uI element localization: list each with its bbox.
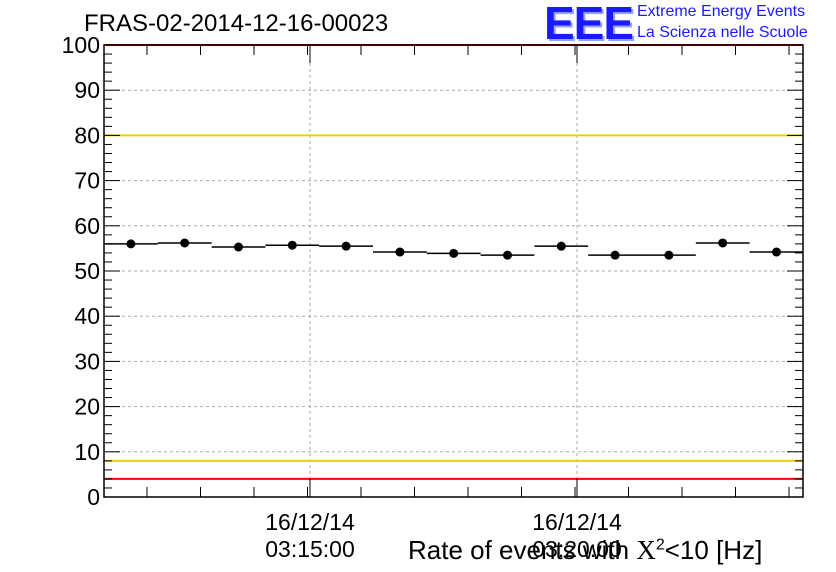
- logo-line-1: Extreme Energy Events: [637, 3, 806, 20]
- y-tick-label: 80: [74, 122, 100, 148]
- data-point: [772, 247, 781, 257]
- y-tick-label: 60: [74, 213, 100, 239]
- data-point: [556, 241, 566, 251]
- data-point: [395, 247, 405, 257]
- y-tick-label: 20: [74, 394, 100, 420]
- data-point: [341, 241, 351, 251]
- data-point: [287, 240, 297, 250]
- data-point: [610, 250, 620, 260]
- logo-mark: EEE: [544, 0, 634, 49]
- chart-title: FRAS-02-2014-12-16-00023: [84, 10, 389, 37]
- x-axis-title-symbol: X: [636, 535, 656, 565]
- y-tick-label: 90: [74, 77, 100, 103]
- x-tick-label-date: 16/12/14: [532, 509, 622, 535]
- data-point: [503, 250, 512, 260]
- x-tick-label-time: 03:15:00: [265, 536, 355, 562]
- data-point: [234, 242, 243, 252]
- y-tick-label: 70: [74, 168, 100, 194]
- x-tick-label-date: 16/12/14: [265, 509, 355, 535]
- y-tick-label: 50: [74, 258, 100, 284]
- data-point: [180, 238, 190, 248]
- x-axis-title-suffix: <10 [Hz]: [664, 535, 763, 565]
- logo-line-2: La Scienza nelle Scuole: [637, 24, 808, 41]
- y-tick-label: 30: [74, 348, 100, 374]
- x-axis-title-sup: 2: [655, 536, 665, 554]
- x-axis-title: Rate of events with X2<10 [Hz]: [408, 535, 762, 566]
- data-point: [449, 248, 459, 258]
- y-tick-label: 100: [62, 32, 100, 58]
- x-tick-label-time: 03:20:00: [532, 536, 622, 562]
- x-axis-title-prefix: Rate of events with: [408, 535, 637, 565]
- y-tick-label: 10: [74, 439, 100, 465]
- data-point: [664, 250, 674, 260]
- data-point: [126, 239, 136, 249]
- data-point: [718, 238, 728, 248]
- y-tick-label: 40: [74, 303, 100, 329]
- y-tick-label: 0: [87, 484, 100, 510]
